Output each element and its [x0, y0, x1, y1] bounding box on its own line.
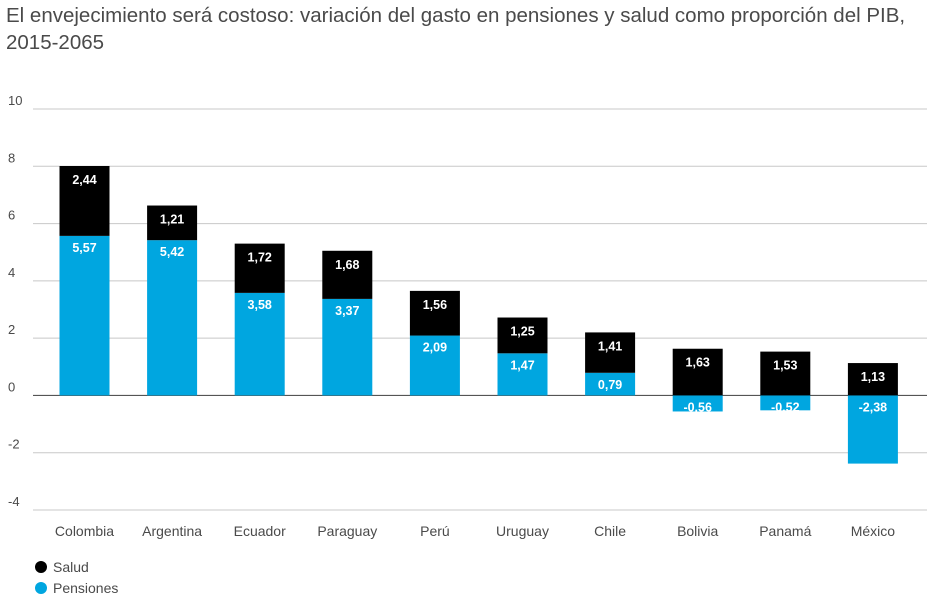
legend-swatch-salud	[35, 560, 47, 573]
bar-pensiones	[147, 240, 198, 396]
data-label-pensiones: 3,58	[248, 298, 272, 312]
data-label-pensiones: 0,79	[598, 378, 622, 392]
y-tick-label: 0	[8, 379, 15, 394]
legend-label-pensiones: Pensiones	[53, 579, 119, 596]
bar-salud	[672, 348, 723, 396]
data-label-salud: 1,53	[773, 359, 797, 373]
data-label-salud: 1,41	[598, 339, 622, 353]
bar-salud	[497, 317, 548, 354]
data-label-salud: 1,72	[248, 251, 272, 265]
y-tick-label: -4	[8, 494, 20, 509]
bars	[59, 165, 898, 464]
legend: Salud Pensiones	[35, 556, 118, 598]
y-tick-label: 6	[8, 208, 15, 223]
x-tick-label: Bolivia	[677, 523, 718, 539]
legend-item-salud: Salud	[35, 556, 118, 577]
data-label-pensiones: 3,37	[335, 304, 359, 318]
y-tick-label: 4	[8, 265, 15, 280]
legend-item-pensiones: Pensiones	[35, 577, 118, 598]
chart-title: El envejecimiento será costoso: variació…	[6, 4, 906, 54]
x-tick-label: Colombia	[55, 523, 114, 539]
x-tick-label: México	[851, 523, 896, 539]
data-label-pensiones: -0,56	[683, 400, 712, 414]
data-label-pensiones: 5,57	[72, 241, 96, 255]
bar-pensiones	[585, 372, 636, 396]
data-label-pensiones: -2,38	[859, 400, 888, 414]
bar-pensiones	[322, 298, 373, 396]
data-label-salud: 1,25	[510, 325, 534, 339]
data-label-pensiones: -0,52	[771, 400, 800, 414]
bar-pensiones	[847, 395, 898, 464]
bar-salud	[760, 351, 811, 396]
x-tick-label: Argentina	[142, 523, 202, 539]
bar-salud	[847, 363, 898, 396]
x-tick-label: Ecuador	[234, 523, 286, 539]
x-tick-label: Chile	[594, 523, 626, 539]
y-tick-label: -2	[8, 437, 20, 452]
bar-salud	[322, 250, 373, 299]
x-tick-label: Panamá	[759, 523, 811, 539]
data-label-salud: 1,56	[423, 298, 447, 312]
legend-swatch-pensiones	[35, 581, 47, 594]
bar-salud	[409, 290, 460, 336]
bar-pensiones	[672, 395, 723, 412]
x-tick-label: Perú	[420, 523, 450, 539]
y-axis-ticks: 10 8 6 4 2 0 -2 -4	[8, 93, 22, 509]
data-label-salud: 1,13	[861, 370, 885, 384]
bar-salud	[585, 332, 636, 373]
x-tick-label: Paraguay	[317, 523, 377, 539]
data-label-salud: 1,63	[686, 356, 710, 370]
data-label-pensiones: 1,47	[510, 358, 534, 372]
bar-pensiones	[409, 335, 460, 396]
bar-pensiones	[760, 395, 811, 411]
x-tick-label: Uruguay	[496, 523, 549, 539]
data-label-pensiones: 2,09	[423, 341, 447, 355]
bar-salud	[59, 165, 110, 236]
bar-salud	[147, 205, 198, 241]
bar-pensiones	[234, 292, 285, 396]
legend-label-salud: Salud	[53, 558, 89, 575]
data-label-salud: 1,68	[335, 258, 359, 272]
bar-pensiones	[497, 353, 548, 396]
bar-pensiones	[59, 235, 110, 396]
data-label-salud: 1,21	[160, 213, 184, 227]
data-labels: 2,44 5,57 1,21 5,42 1,72 3,58 1,68 3,37 1,56 2,09…	[72, 173, 887, 414]
data-label-salud: 2,44	[72, 173, 96, 187]
data-label-pensiones: 5,42	[160, 245, 184, 259]
y-tick-label: 10	[8, 93, 22, 108]
y-tick-label: 2	[8, 322, 15, 337]
bar-salud	[234, 243, 285, 293]
y-tick-label: 8	[8, 150, 15, 165]
x-axis-ticks: Colombia Argentina Ecuador Paraguay Perú Urug…	[55, 523, 895, 539]
